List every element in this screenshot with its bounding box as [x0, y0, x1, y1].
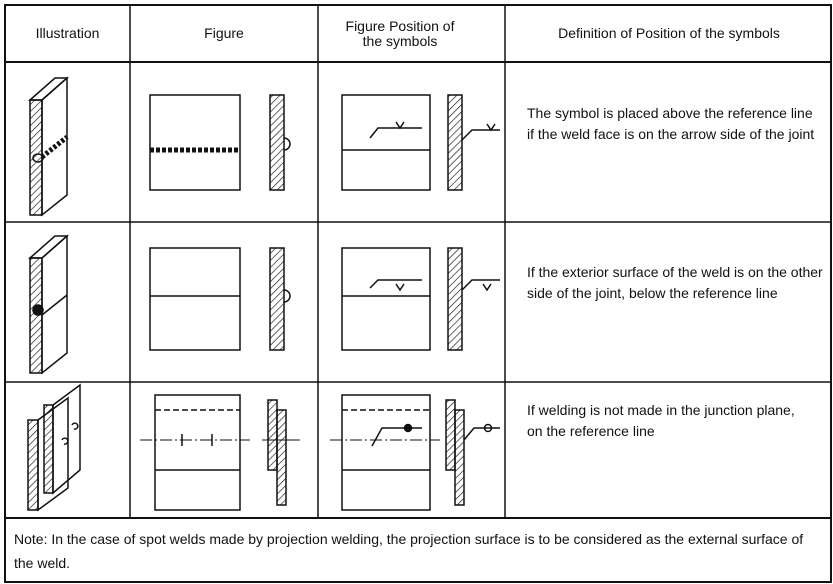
figure-2 [149, 247, 291, 351]
figure-3 [140, 394, 300, 511]
definition: If welding is not made in the junction p… [527, 402, 795, 439]
definition: The symbol is placed above the reference… [527, 105, 815, 142]
illustration-3 [27, 383, 81, 512]
illustration-1 [28, 76, 69, 217]
illustration-2 [28, 234, 69, 375]
note: Note: In the case of spot welds made by … [14, 531, 804, 571]
header-cell: Figure [204, 25, 244, 41]
header-cell: Figure Position of the symbols [345, 17, 455, 49]
header-cell: Illustration [35, 25, 100, 41]
definition: If the exterior surface of the weld is o… [527, 264, 823, 301]
position-1 [341, 94, 500, 191]
figure-1 [149, 94, 291, 191]
position-3 [330, 394, 500, 511]
header-cell: Definition of Position of the symbols [558, 25, 780, 41]
position-2 [341, 247, 500, 351]
